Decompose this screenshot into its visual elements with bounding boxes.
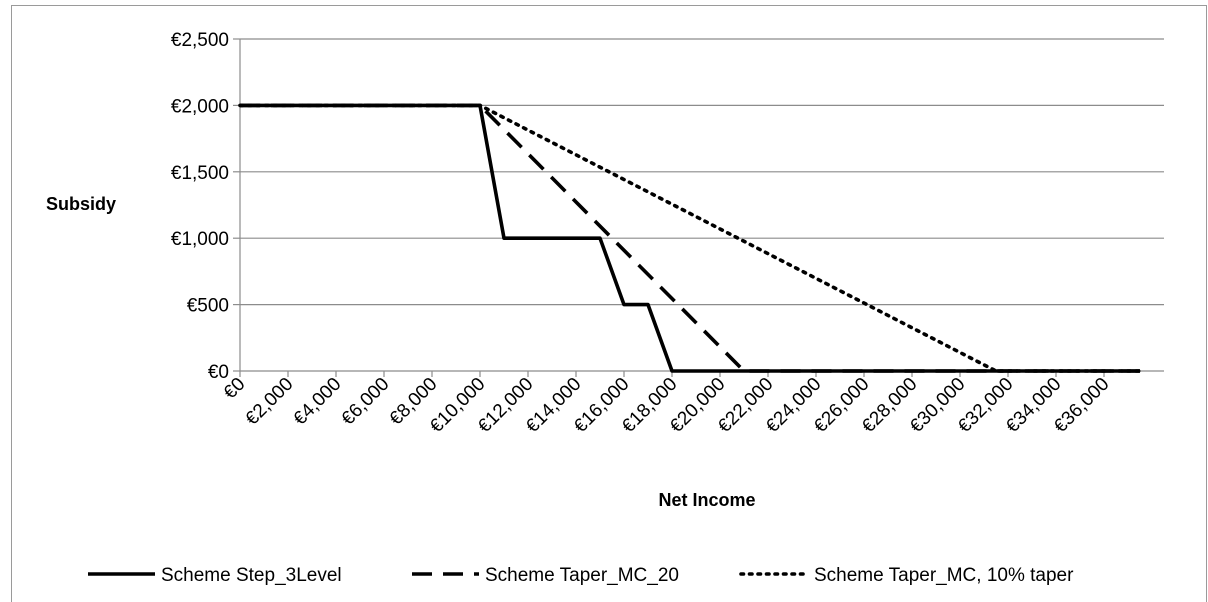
legend-label-2: Scheme Taper_MC_20 [485, 565, 679, 586]
y-tick-label: €2,500 [171, 30, 229, 51]
y-tick-label: €500 [187, 296, 229, 317]
x-tick-label: €6,000 [338, 374, 394, 430]
chart-frame [11, 5, 1207, 602]
x-tick-label: €2,000 [242, 374, 298, 430]
y-axis-title: Subsidy [46, 194, 116, 214]
series-line-1 [240, 103, 1140, 373]
series-line-2 [240, 103, 1140, 373]
y-tick-label: €1,500 [171, 163, 229, 184]
series-line-3 [238, 103, 1142, 373]
y-tick-label: €1,000 [171, 229, 229, 250]
x-axis: €0€2,000€4,000€6,000€8,000€10,000€12,000… [220, 371, 1114, 437]
legend-label-3: Scheme Taper_MC, 10% taper [814, 565, 1074, 586]
x-axis-title: Net Income [658, 490, 755, 510]
x-tick-label: €4,000 [290, 374, 346, 430]
legend: Scheme Step_3Level Scheme Taper_MC_20 Sche… [88, 565, 1074, 586]
series-lines [238, 103, 1142, 373]
gridlines [240, 38, 1164, 372]
y-tick-label: €0 [208, 362, 229, 383]
y-axis: €0 €500 €1,000 €1,500 €2,000 €2,500 [171, 30, 241, 383]
legend-label-1: Scheme Step_3Level [161, 565, 342, 586]
y-tick-label: €2,000 [171, 96, 229, 117]
